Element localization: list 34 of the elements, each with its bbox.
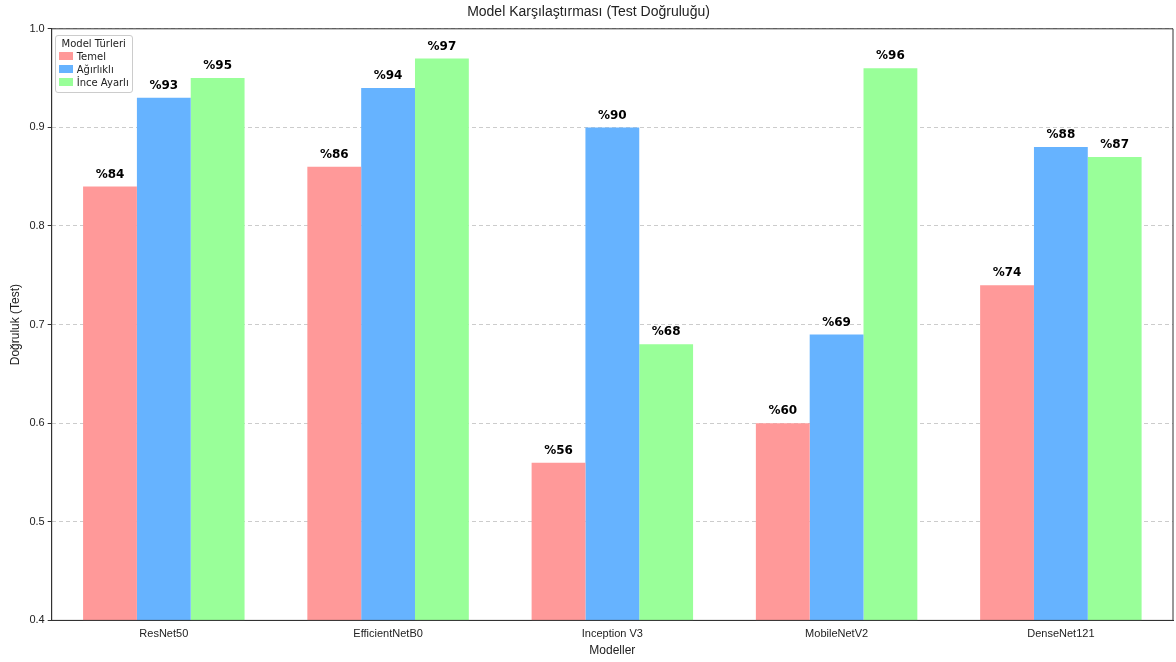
data-label: %74 (992, 265, 1022, 280)
legend-label: İnce Ayarlı (76, 76, 129, 88)
y-tick-label: 0.5 (29, 514, 45, 527)
data-label: %93 (149, 77, 179, 92)
data-label: %96 (876, 48, 905, 63)
x-tick-label: ResNet50 (139, 627, 189, 640)
data-label: %84 (95, 166, 125, 181)
legend-label: Ağırlıklı (76, 63, 114, 75)
data-label: %56 (544, 442, 573, 457)
data-label: %69 (822, 314, 851, 329)
x-tick-label: DenseNet121 (1027, 627, 1095, 640)
y-tick-label: 0.8 (29, 219, 45, 232)
data-label: %97 (427, 38, 457, 53)
legend-title: Model Türleri (60, 37, 127, 49)
x-axis-title: Modeller (589, 643, 636, 658)
y-tick-label: 0.6 (29, 416, 45, 429)
x-tick-label: EfficientNetB0 (353, 627, 423, 640)
y-tick-label: 0.7 (29, 317, 45, 330)
chart-title: Model Karşılaştırması (Test Doğruluğu) (467, 3, 710, 20)
data-label: %86 (319, 146, 349, 161)
data-label: %87 (1100, 137, 1130, 152)
y-tick-label: 0.9 (29, 120, 45, 133)
y-tick-label: 1.0 (29, 21, 45, 34)
x-tick-label: Inception V3 (581, 627, 643, 640)
data-label: %94 (373, 68, 403, 83)
y-axis-title: Doğruluk (Test) (7, 283, 22, 366)
data-label: %68 (651, 324, 681, 339)
data-label: %88 (1046, 127, 1076, 142)
data-label: %90 (597, 107, 627, 122)
legend-label: Temel (76, 50, 106, 62)
x-tick-label: MobileNetV2 (805, 627, 869, 640)
data-label: %95 (203, 58, 233, 73)
y-tick-label: 0.4 (29, 613, 45, 626)
data-label: %60 (768, 403, 798, 418)
